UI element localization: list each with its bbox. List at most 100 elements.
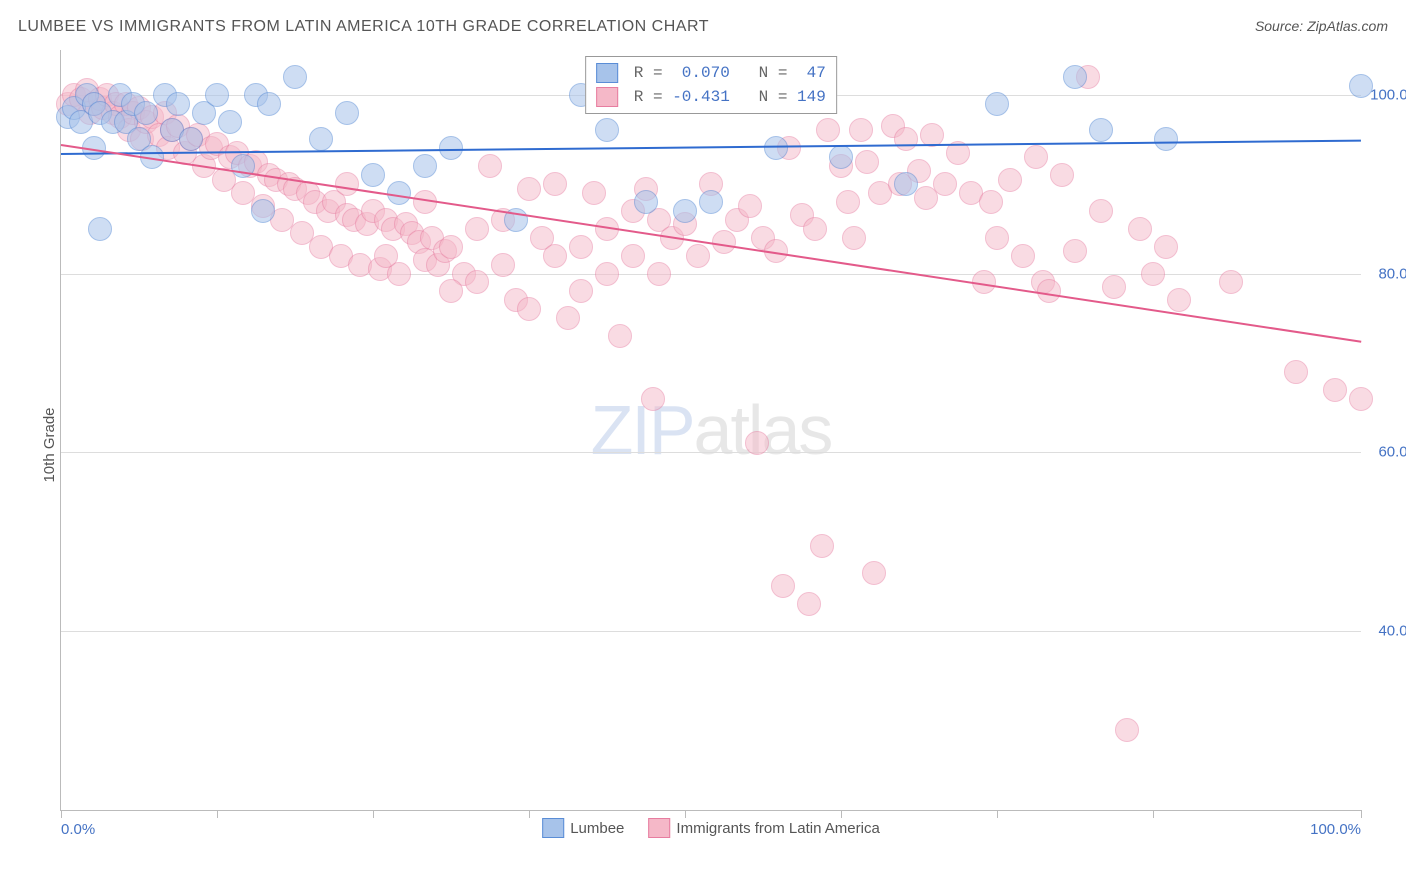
data-point-lumbee xyxy=(413,154,437,178)
data-point-lumbee xyxy=(1089,118,1113,142)
x-tick xyxy=(685,810,686,818)
data-point-immigrants xyxy=(816,118,840,142)
data-point-immigrants xyxy=(556,306,580,330)
y-tick-label: 80.0% xyxy=(1378,265,1406,282)
data-point-immigrants xyxy=(1349,387,1373,411)
data-point-lumbee xyxy=(361,163,385,187)
data-point-immigrants xyxy=(439,235,463,259)
data-point-immigrants xyxy=(842,226,866,250)
data-point-lumbee xyxy=(218,110,242,134)
data-point-lumbee xyxy=(1063,65,1087,89)
data-point-immigrants xyxy=(335,172,359,196)
data-point-immigrants xyxy=(1323,378,1347,402)
data-point-lumbee xyxy=(251,199,275,223)
data-point-immigrants xyxy=(738,194,762,218)
data-point-lumbee xyxy=(894,172,918,196)
y-axis-label: 10th Grade xyxy=(41,407,58,482)
data-point-immigrants xyxy=(1284,360,1308,384)
gridline xyxy=(61,452,1361,453)
x-tick xyxy=(1153,810,1154,818)
gridline xyxy=(61,274,1361,275)
data-point-immigrants xyxy=(745,431,769,455)
data-point-immigrants xyxy=(517,297,541,321)
data-point-immigrants xyxy=(491,253,515,277)
data-point-immigrants xyxy=(1050,163,1074,187)
stats-legend: R = 0.070 N = 47 R = -0.431 N = 149 xyxy=(585,56,837,114)
data-point-immigrants xyxy=(595,262,619,286)
data-point-immigrants xyxy=(1128,217,1152,241)
x-tick xyxy=(997,810,998,818)
data-point-immigrants xyxy=(621,244,645,268)
x-tick-label: 100.0% xyxy=(1310,821,1361,838)
data-point-immigrants xyxy=(894,127,918,151)
data-point-immigrants xyxy=(862,561,886,585)
x-tick xyxy=(61,810,62,818)
data-point-immigrants xyxy=(608,324,632,348)
data-point-immigrants xyxy=(933,172,957,196)
x-tick xyxy=(1361,810,1362,818)
data-point-immigrants xyxy=(517,177,541,201)
series-legend-label: Immigrants from Latin America xyxy=(676,820,879,837)
data-point-lumbee xyxy=(205,83,229,107)
data-point-lumbee xyxy=(1154,127,1178,151)
data-point-lumbee xyxy=(764,136,788,160)
watermark: ZIPatlas xyxy=(591,390,832,470)
data-point-immigrants xyxy=(1167,288,1191,312)
data-point-lumbee xyxy=(699,190,723,214)
data-point-immigrants xyxy=(1011,244,1035,268)
data-point-lumbee xyxy=(134,101,158,125)
x-tick xyxy=(841,810,842,818)
data-point-lumbee xyxy=(595,118,619,142)
data-point-immigrants xyxy=(810,534,834,558)
data-point-immigrants xyxy=(1141,262,1165,286)
y-tick-label: 100.0% xyxy=(1370,86,1406,103)
data-point-immigrants xyxy=(582,181,606,205)
source-label: Source: ZipAtlas.com xyxy=(1255,18,1388,34)
data-point-immigrants xyxy=(686,244,710,268)
legend-swatch-icon xyxy=(648,818,670,838)
series-legend: Lumbee Immigrants from Latin America xyxy=(542,818,880,838)
series-legend-item: Lumbee xyxy=(542,818,624,838)
gridline xyxy=(61,631,1361,632)
data-point-immigrants xyxy=(641,387,665,411)
data-point-immigrants xyxy=(797,592,821,616)
chart-title: LUMBEE VS IMMIGRANTS FROM LATIN AMERICA … xyxy=(18,18,709,35)
stats-legend-row: R = 0.070 N = 47 xyxy=(596,61,826,85)
stats-legend-row: R = -0.431 N = 149 xyxy=(596,85,826,109)
data-point-lumbee xyxy=(166,92,190,116)
series-legend-label: Lumbee xyxy=(570,820,624,837)
x-tick xyxy=(217,810,218,818)
chart-area: 10th Grade ZIPatlas 40.0%60.0%80.0%100.0… xyxy=(50,50,1390,840)
data-point-immigrants xyxy=(647,262,671,286)
legend-swatch-icon xyxy=(596,87,618,107)
series-legend-item: Immigrants from Latin America xyxy=(648,818,879,838)
data-point-lumbee xyxy=(985,92,1009,116)
data-point-immigrants xyxy=(849,118,873,142)
data-point-immigrants xyxy=(803,217,827,241)
data-point-immigrants xyxy=(1063,239,1087,263)
data-point-immigrants xyxy=(374,244,398,268)
data-point-immigrants xyxy=(465,270,489,294)
y-tick-label: 40.0% xyxy=(1378,623,1406,640)
data-point-immigrants xyxy=(543,172,567,196)
data-point-immigrants xyxy=(985,226,1009,250)
data-point-immigrants xyxy=(569,235,593,259)
data-point-immigrants xyxy=(771,574,795,598)
plot-area: ZIPatlas 40.0%60.0%80.0%100.0%0.0%100.0%… xyxy=(60,50,1361,811)
data-point-lumbee xyxy=(88,217,112,241)
data-point-immigrants xyxy=(979,190,1003,214)
data-point-immigrants xyxy=(1219,270,1243,294)
data-point-immigrants xyxy=(1154,235,1178,259)
data-point-lumbee xyxy=(283,65,307,89)
data-point-immigrants xyxy=(478,154,502,178)
data-point-immigrants xyxy=(1089,199,1113,223)
x-tick xyxy=(529,810,530,818)
data-point-immigrants xyxy=(543,244,567,268)
legend-swatch-icon xyxy=(596,63,618,83)
data-point-immigrants xyxy=(1024,145,1048,169)
data-point-immigrants xyxy=(998,168,1022,192)
data-point-lumbee xyxy=(673,199,697,223)
data-point-lumbee xyxy=(1349,74,1373,98)
data-point-lumbee xyxy=(309,127,333,151)
legend-swatch-icon xyxy=(542,818,564,838)
